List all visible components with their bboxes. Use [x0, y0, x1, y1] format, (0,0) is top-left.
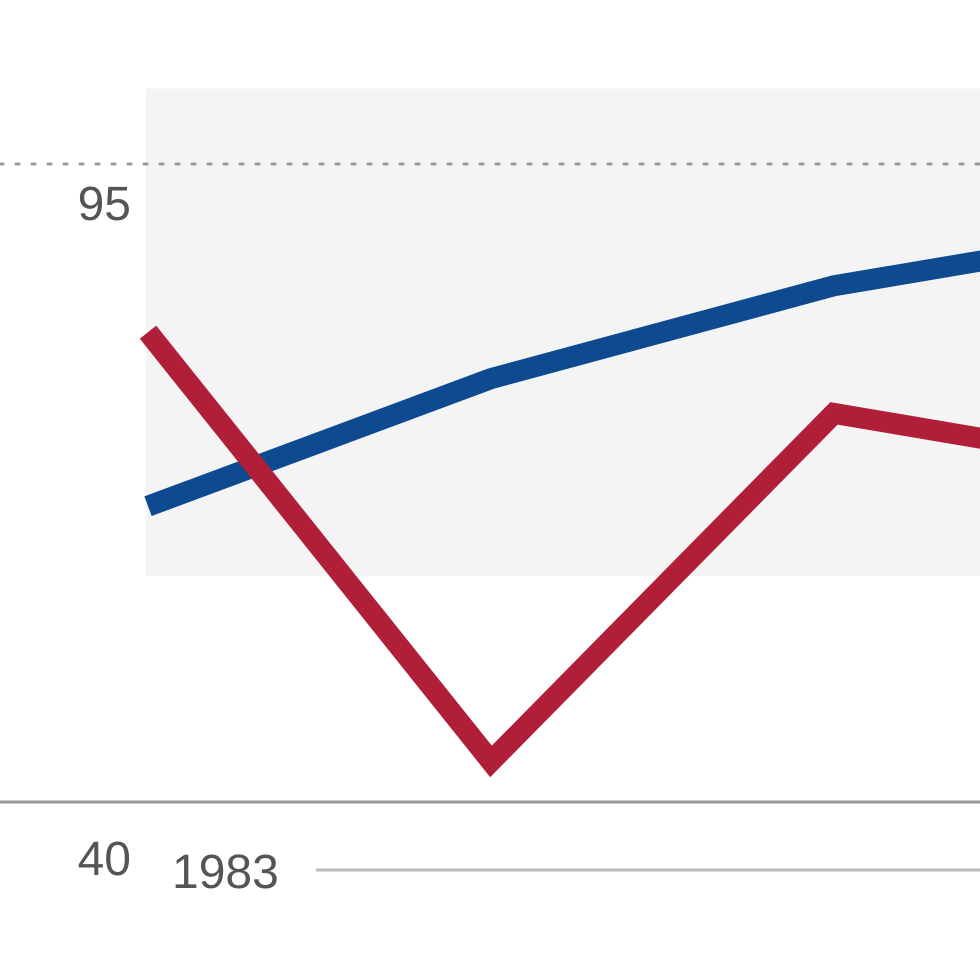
series-line-2	[139, 325, 980, 778]
y-tick-label: 95	[78, 178, 131, 231]
y-tick-label: 40	[78, 833, 131, 886]
x-tick-label: 1983	[172, 846, 279, 899]
series-line-1	[144, 250, 980, 517]
